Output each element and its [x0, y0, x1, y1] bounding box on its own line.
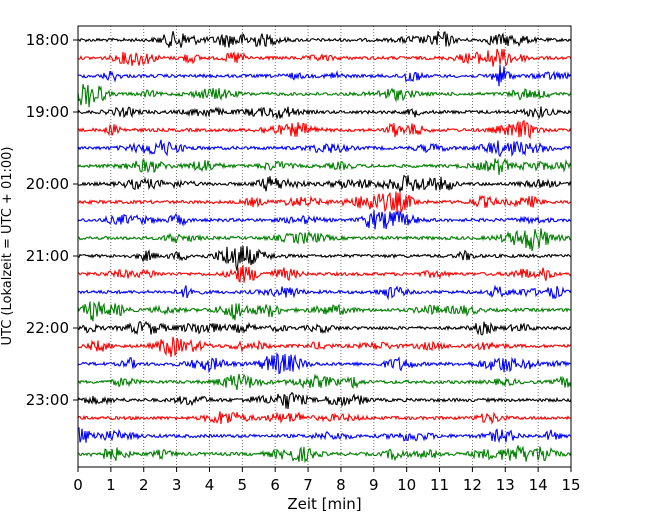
trace-line: [77, 174, 572, 194]
x-tick-label: 5: [238, 476, 248, 494]
x-tick-label: 10: [397, 476, 416, 494]
x-tick-label: 7: [303, 476, 313, 494]
x-axis-ticks: 0 1 2 3 4 5 6 7 8 9 10 11 12 13 14 15: [73, 467, 581, 494]
trace-line: [77, 48, 572, 67]
y-axis-label: UTC (Lokalzeit = UTC + 01:00): [0, 147, 15, 346]
trace-line: [77, 427, 572, 444]
x-tick-label: 4: [205, 476, 215, 494]
x-tick-label: 6: [270, 476, 280, 494]
y-tick-label: 18:00: [26, 31, 69, 49]
trace-line: [77, 445, 572, 464]
x-tick-label: 0: [73, 476, 83, 494]
trace-line: [77, 352, 572, 375]
y-tick-label: 23:00: [26, 391, 69, 409]
y-tick-label: 19:00: [26, 103, 69, 121]
y-tick-label: 21:00: [26, 247, 69, 265]
x-tick-label: 8: [336, 476, 346, 494]
x-tick-label: 14: [529, 476, 548, 494]
trace-line: [77, 245, 572, 271]
trace-line: [77, 301, 572, 322]
trace-line: [77, 265, 572, 283]
x-tick-label: 1: [106, 476, 116, 494]
seismic-traces: [77, 31, 572, 464]
y-tick-label: 22:00: [26, 319, 69, 337]
trace-line: [77, 284, 572, 301]
x-axis-label: Zeit [min]: [287, 495, 361, 513]
trace-line: [77, 157, 572, 175]
plot-background: [78, 26, 571, 467]
y-axis-ticks: 18:00 19:00 20:00 21:00 22:00 23:00: [26, 31, 78, 409]
trace-line: [77, 64, 572, 87]
plot-frame: [77, 25, 572, 468]
x-tick-label: 11: [430, 476, 449, 494]
trace-line: [77, 373, 572, 391]
trace-line: [77, 336, 572, 358]
trace-line: [77, 83, 572, 108]
trace-line: [77, 191, 572, 213]
x-tick-label: 9: [369, 476, 379, 494]
trace-line: [77, 106, 572, 120]
trace-line: [77, 31, 572, 48]
x-tick-label: 12: [463, 476, 482, 494]
x-tick-label: 3: [172, 476, 182, 494]
trace-line: [77, 139, 572, 158]
x-tick-label: 13: [496, 476, 515, 494]
trace-line: [77, 209, 572, 230]
x-tick-label: 15: [561, 476, 580, 494]
trace-line: [77, 411, 572, 425]
x-tick-label: 2: [139, 476, 149, 494]
trace-line: [77, 119, 572, 140]
trace-line: [77, 228, 572, 252]
y-tick-label: 20:00: [26, 175, 69, 193]
trace-line: [77, 391, 572, 409]
trace-line: [77, 320, 572, 336]
